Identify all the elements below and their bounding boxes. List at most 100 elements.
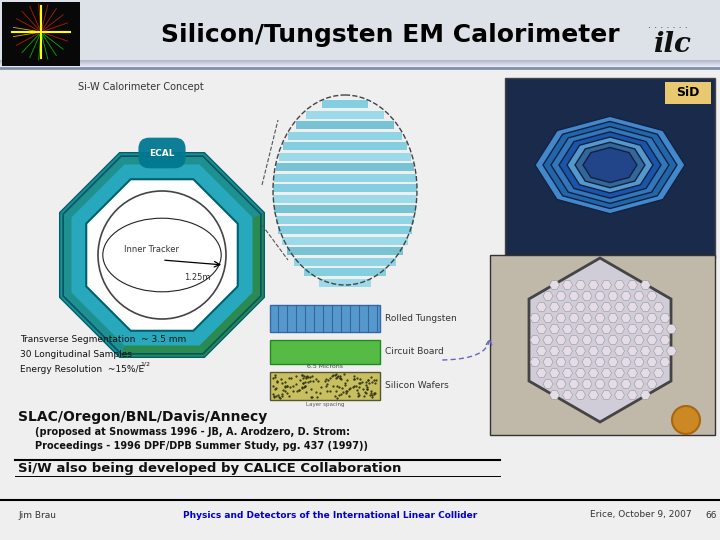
Text: Inner Tracker: Inner Tracker (125, 246, 179, 254)
Polygon shape (641, 369, 650, 377)
Text: (proposed at Snowmass 1996 - JB, A. Arodzero, D. Strom:: (proposed at Snowmass 1996 - JB, A. Arod… (35, 427, 350, 437)
FancyBboxPatch shape (0, 65, 720, 66)
Polygon shape (86, 179, 238, 331)
Polygon shape (60, 293, 125, 356)
Polygon shape (582, 314, 592, 322)
Polygon shape (543, 336, 553, 345)
FancyBboxPatch shape (288, 132, 402, 139)
Polygon shape (595, 357, 605, 366)
Polygon shape (660, 357, 670, 366)
Polygon shape (621, 336, 631, 345)
Polygon shape (556, 314, 566, 322)
Polygon shape (641, 347, 650, 355)
Polygon shape (562, 281, 572, 289)
Text: Circuit Board: Circuit Board (385, 348, 444, 356)
Circle shape (672, 406, 700, 434)
Text: Rolled Tungsten: Rolled Tungsten (385, 314, 456, 323)
Polygon shape (641, 281, 650, 289)
Polygon shape (628, 390, 637, 400)
Polygon shape (647, 380, 657, 388)
FancyBboxPatch shape (270, 372, 380, 400)
Polygon shape (575, 281, 585, 289)
Polygon shape (530, 336, 540, 345)
Polygon shape (567, 137, 653, 193)
Polygon shape (530, 314, 540, 322)
Polygon shape (575, 302, 585, 312)
Polygon shape (60, 153, 125, 218)
FancyBboxPatch shape (287, 247, 402, 255)
Polygon shape (199, 153, 264, 218)
Polygon shape (569, 292, 579, 300)
FancyBboxPatch shape (505, 78, 715, 258)
Polygon shape (575, 347, 585, 355)
Polygon shape (556, 336, 566, 345)
Polygon shape (628, 281, 637, 289)
Polygon shape (614, 325, 624, 333)
Polygon shape (641, 325, 650, 333)
FancyBboxPatch shape (2, 2, 80, 66)
Polygon shape (654, 369, 664, 377)
FancyBboxPatch shape (322, 100, 368, 108)
Polygon shape (549, 281, 559, 289)
Polygon shape (549, 302, 559, 312)
Polygon shape (628, 369, 637, 377)
FancyBboxPatch shape (276, 215, 414, 224)
Polygon shape (667, 325, 677, 333)
Polygon shape (562, 369, 572, 377)
Polygon shape (621, 314, 631, 322)
Polygon shape (556, 357, 566, 366)
Text: ECAL: ECAL (149, 148, 175, 158)
FancyBboxPatch shape (0, 60, 720, 61)
Polygon shape (120, 346, 204, 356)
FancyBboxPatch shape (273, 184, 417, 192)
Text: Si/W also being developed by CALICE Collaboration: Si/W also being developed by CALICE Coll… (18, 462, 401, 475)
Polygon shape (614, 281, 624, 289)
Polygon shape (614, 302, 624, 312)
Polygon shape (621, 357, 631, 366)
Polygon shape (543, 292, 553, 300)
FancyBboxPatch shape (0, 61, 720, 62)
Text: Layer spacing: Layer spacing (306, 402, 344, 407)
Text: ilc: ilc (653, 30, 691, 57)
Polygon shape (569, 336, 579, 345)
FancyBboxPatch shape (270, 305, 380, 332)
FancyBboxPatch shape (305, 111, 384, 118)
Polygon shape (549, 390, 559, 400)
Polygon shape (120, 153, 204, 165)
Polygon shape (614, 347, 624, 355)
Polygon shape (588, 390, 598, 400)
Polygon shape (559, 132, 661, 198)
Polygon shape (601, 369, 611, 377)
FancyBboxPatch shape (274, 205, 416, 213)
FancyBboxPatch shape (490, 255, 715, 435)
Polygon shape (595, 314, 605, 322)
Polygon shape (667, 347, 677, 355)
FancyBboxPatch shape (0, 64, 720, 65)
Text: 6.5 Microns: 6.5 Microns (307, 364, 343, 369)
Polygon shape (575, 369, 585, 377)
Polygon shape (601, 390, 611, 400)
Polygon shape (601, 281, 611, 289)
Polygon shape (628, 302, 637, 312)
Polygon shape (582, 380, 592, 388)
FancyBboxPatch shape (0, 68, 720, 540)
Text: Proceedings - 1996 DPF/DPB Summer Study, pg. 437 (1997)): Proceedings - 1996 DPF/DPB Summer Study,… (35, 441, 368, 451)
Polygon shape (549, 369, 559, 377)
Polygon shape (569, 380, 579, 388)
Polygon shape (582, 292, 592, 300)
Polygon shape (60, 213, 71, 297)
FancyBboxPatch shape (0, 62, 720, 63)
FancyBboxPatch shape (279, 152, 411, 160)
Polygon shape (595, 336, 605, 345)
Polygon shape (660, 336, 670, 345)
Text: Jim Brau: Jim Brau (18, 510, 56, 519)
Polygon shape (614, 369, 624, 377)
FancyBboxPatch shape (282, 237, 408, 245)
FancyBboxPatch shape (0, 66, 720, 67)
Polygon shape (601, 302, 611, 312)
Polygon shape (543, 122, 677, 208)
Polygon shape (608, 380, 618, 388)
FancyBboxPatch shape (665, 82, 711, 104)
Polygon shape (647, 314, 657, 322)
FancyBboxPatch shape (0, 63, 720, 64)
